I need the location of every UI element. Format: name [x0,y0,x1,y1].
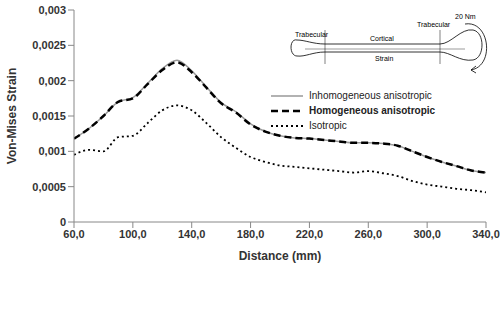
svg-text:0,001: 0,001 [38,145,66,157]
svg-text:60,0: 60,0 [63,228,84,240]
svg-text:Cortical: Cortical [370,35,394,42]
svg-text:300,0: 300,0 [413,228,441,240]
svg-text:140,0: 140,0 [178,228,206,240]
svg-text:0,0015: 0,0015 [32,110,66,122]
html-text:Homogeneous anisotropic: Homogeneous anisotropic [309,105,436,116]
svg-text:260,0: 260,0 [355,228,383,240]
svg-text:Von-Mises Strain: Von-Mises Strain [8,68,19,164]
svg-text:100,0: 100,0 [119,228,147,240]
html-text:Inhomogeneous anisotropic: Inhomogeneous anisotropic [309,90,432,101]
svg-text:0,0005: 0,0005 [32,181,66,193]
html-text:Isotropic: Isotropic [309,120,347,131]
svg-text:0,0025: 0,0025 [32,39,66,51]
svg-text:0,002: 0,002 [38,75,66,87]
svg-text:20 Nm: 20 Nm [455,13,476,20]
svg-text:340,0: 340,0 [472,228,492,240]
svg-text:220,0: 220,0 [296,228,324,240]
svg-text:0: 0 [60,216,66,228]
svg-text:Distance (mm): Distance (mm) [239,249,322,263]
svg-text:180,0: 180,0 [237,228,265,240]
svg-text:Trabecular: Trabecular [417,21,451,28]
svg-text:0,003: 0,003 [38,4,66,16]
svg-text:Strain: Strain [375,55,393,62]
svg-text:Trabecular: Trabecular [295,31,329,38]
